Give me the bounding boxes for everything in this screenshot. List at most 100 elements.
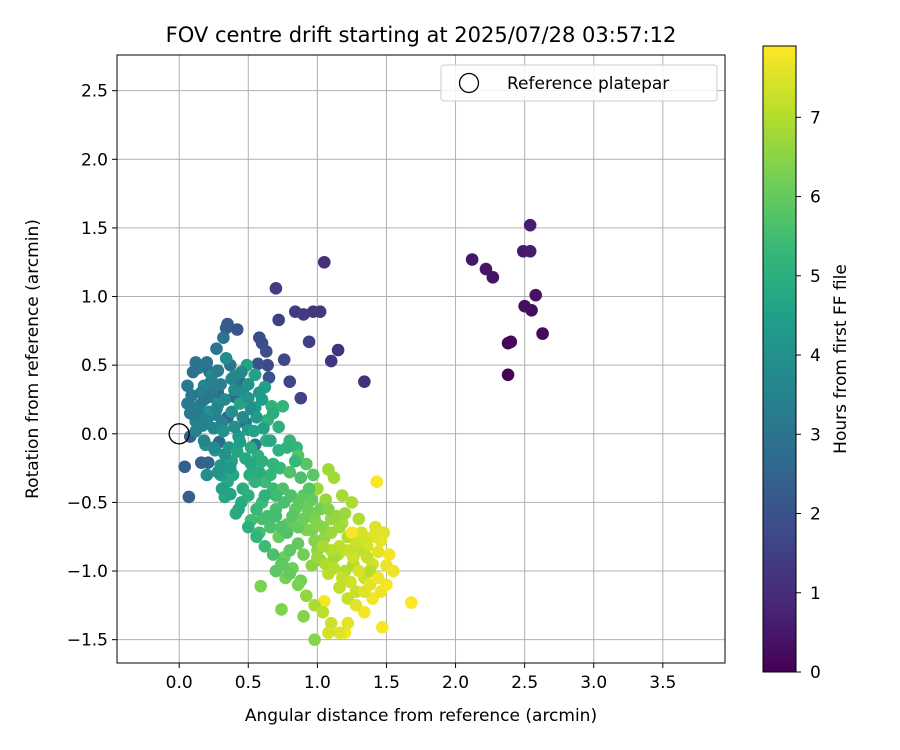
- x-axis-ticks: 0.0 0.5 1.0 1.5 2.0 2.5 3.0 3.5: [166, 663, 676, 693]
- y-tick-label: 1.0: [81, 288, 108, 308]
- data-point: [247, 424, 261, 438]
- data-point: [241, 378, 255, 391]
- x-tick-label: 1.5: [373, 673, 400, 693]
- data-point: [316, 540, 330, 553]
- data-point: [207, 441, 221, 454]
- data-point: [405, 596, 418, 609]
- reference-platepar-marker: [168, 423, 190, 445]
- data-point: [344, 575, 357, 589]
- data-point: [382, 548, 396, 561]
- chart-title: FOV centre drift starting at 2025/07/28 …: [166, 23, 677, 47]
- data-point: [317, 594, 331, 608]
- data-point: [183, 406, 197, 420]
- data-point: [218, 393, 232, 406]
- data-point: [283, 567, 297, 581]
- data-point: [200, 356, 214, 369]
- data-point: [224, 487, 237, 501]
- colorbar-tick-label: 6: [810, 188, 821, 208]
- data-point: [275, 520, 288, 534]
- data-point: [317, 255, 331, 269]
- data-point: [300, 589, 313, 603]
- data-point: [486, 271, 500, 284]
- data-point: [345, 526, 359, 539]
- colorbar-tick-label: 2: [810, 505, 821, 525]
- data-point: [371, 571, 385, 585]
- data-point: [236, 411, 250, 424]
- data-point: [197, 434, 211, 447]
- data-point: [217, 424, 230, 438]
- data-point: [233, 435, 247, 449]
- data-point: [185, 389, 198, 402]
- data-point: [283, 375, 297, 388]
- data-point: [261, 358, 274, 372]
- data-point: [241, 520, 255, 534]
- data-point: [253, 386, 266, 399]
- data-point: [306, 468, 320, 482]
- colorbar-tick-label: 0: [810, 663, 821, 683]
- x-tick-label: 1.0: [304, 673, 331, 693]
- data-point: [341, 616, 355, 630]
- data-point: [232, 502, 245, 516]
- data-point: [294, 471, 308, 485]
- data-point: [504, 335, 518, 349]
- data-point: [250, 502, 263, 516]
- data-point: [523, 244, 537, 258]
- plot-frame: [116, 54, 726, 664]
- data-point: [352, 512, 366, 526]
- data-point: [250, 411, 263, 424]
- colorbar-tick-label: 1: [810, 584, 821, 604]
- data-point: [349, 537, 363, 550]
- data-point: [218, 448, 232, 461]
- data-point: [228, 420, 241, 434]
- data-point: [501, 368, 515, 382]
- data-point: [244, 457, 258, 471]
- data-point: [291, 537, 305, 550]
- data-point: [349, 599, 363, 612]
- colorbar-gradient: [762, 45, 797, 673]
- data-point: [219, 321, 233, 335]
- data-point: [376, 621, 389, 634]
- data-point: [258, 540, 272, 553]
- data-point: [200, 468, 214, 482]
- data-point: [280, 441, 294, 454]
- colorbar-tick-label: 7: [810, 108, 821, 128]
- data-point: [225, 372, 238, 386]
- data-point: [479, 262, 493, 276]
- data-point: [186, 365, 200, 379]
- data-point: [210, 402, 223, 416]
- x-tick-label: 2.0: [442, 673, 469, 693]
- y-tick-label: 0.5: [81, 356, 108, 376]
- data-point: [300, 457, 313, 471]
- data-point: [371, 545, 385, 559]
- data-point: [272, 313, 285, 327]
- data-point: [311, 551, 324, 564]
- data-point: [178, 460, 192, 474]
- data-point: [241, 391, 255, 405]
- data-point: [338, 507, 352, 520]
- data-point: [331, 343, 345, 357]
- data-point: [529, 288, 542, 302]
- y-tick-label: −0.5: [67, 493, 108, 513]
- data-point: [200, 413, 214, 427]
- data-point: [291, 578, 305, 592]
- data-point: [255, 454, 269, 468]
- data-point: [201, 456, 215, 469]
- data-point: [189, 356, 203, 369]
- data-point: [305, 493, 319, 506]
- data-point: [294, 391, 308, 405]
- x-tick-label: 3.5: [649, 673, 676, 693]
- legend-box: [440, 64, 718, 102]
- y-tick-label: −1.5: [67, 631, 108, 651]
- data-point: [255, 512, 269, 526]
- data-point: [217, 331, 230, 345]
- data-point: [380, 578, 393, 592]
- data-point: [264, 520, 277, 534]
- data-point: [308, 633, 321, 646]
- data-point: [297, 548, 310, 561]
- data-point: [370, 475, 384, 489]
- x-tick-label: 3.0: [580, 673, 607, 693]
- data-point: [346, 551, 360, 564]
- data-point: [266, 548, 280, 561]
- x-tick-label: 0.0: [166, 673, 193, 693]
